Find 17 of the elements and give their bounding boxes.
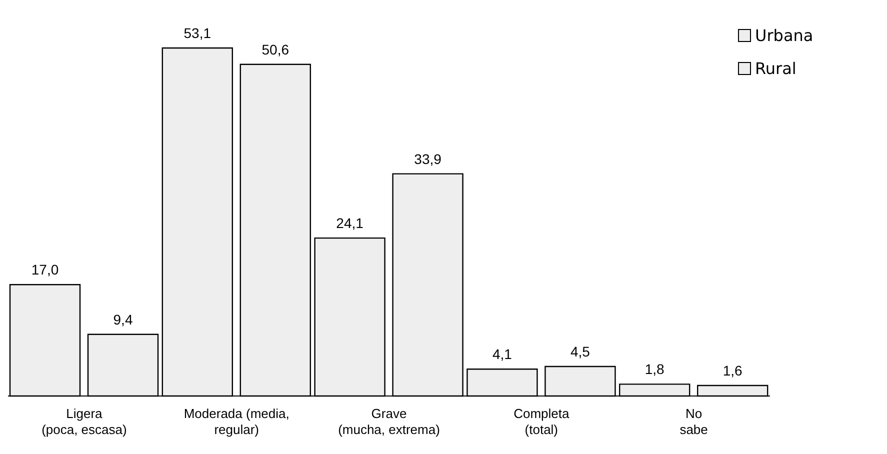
legend-label: Urbana <box>755 26 814 45</box>
data-label: 53,1 <box>184 25 212 41</box>
data-label: 1,6 <box>722 362 743 379</box>
data-label: 4,1 <box>492 346 512 362</box>
x-tick-label: Completa (total) <box>514 406 570 437</box>
legend-label: Rural <box>755 59 796 78</box>
x-tick-label: Moderada (media, regular) <box>184 406 290 437</box>
x-tick-label: Grave (mucha, extrema) <box>338 406 440 437</box>
x-tick-label: Ligera (poca, escasa) <box>42 406 127 437</box>
data-label: 4,5 <box>570 344 590 360</box>
data-label: 24,1 <box>336 215 364 232</box>
data-label: 9,4 <box>113 311 133 328</box>
data-label: 33,9 <box>414 150 442 167</box>
x-tick-label: No sabe <box>680 406 708 437</box>
data-label: 17,0 <box>31 262 59 278</box>
data-label: 1,8 <box>644 361 665 378</box>
data-label: 50,6 <box>262 41 290 58</box>
